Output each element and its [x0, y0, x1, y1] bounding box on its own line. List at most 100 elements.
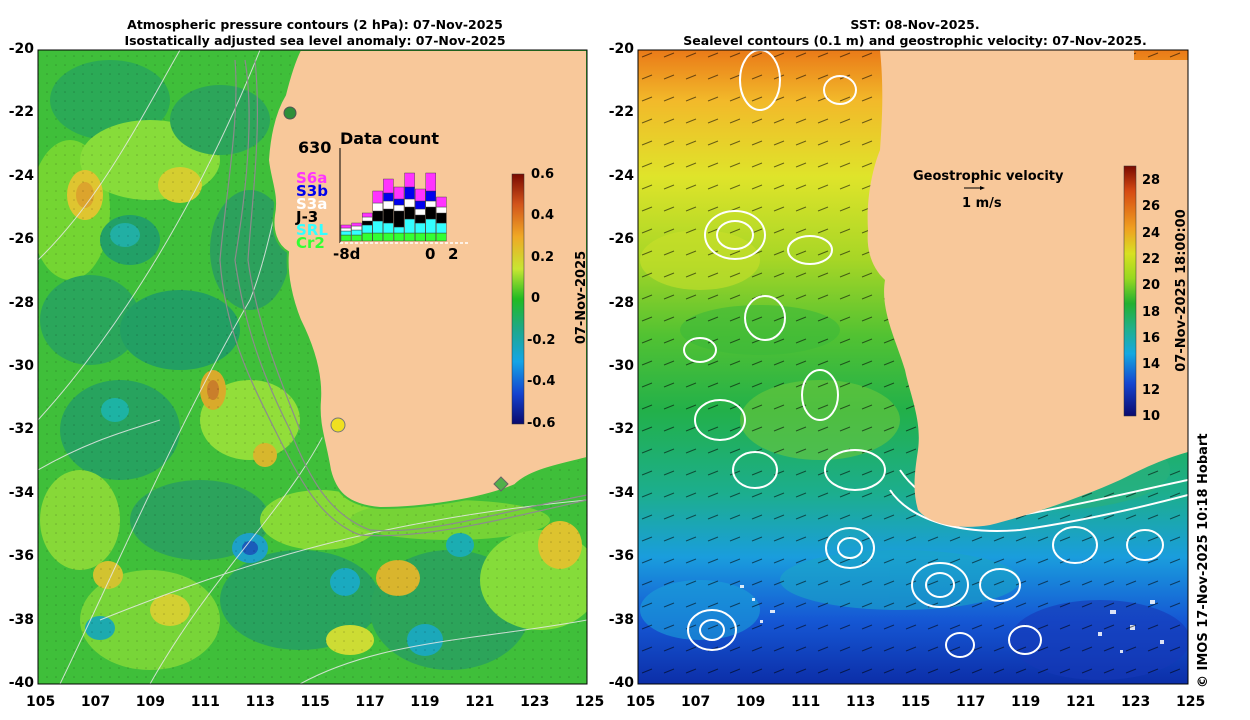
x-tick-label: 123 — [520, 694, 550, 710]
histogram-bar-segment — [393, 210, 405, 228]
y-tick-label: -40 — [8, 675, 34, 691]
inset-x-zero: 0 — [425, 245, 436, 263]
y-tick-label: -32 — [608, 421, 634, 438]
inset-max-count: 630 — [298, 138, 332, 157]
sla-cb-tick: 0 — [531, 291, 541, 306]
sat-legend-srl: SRL — [296, 221, 328, 239]
histogram-bar-segment — [393, 232, 405, 242]
histogram-bar-segment — [351, 225, 362, 231]
sst-colorbar — [1123, 165, 1137, 417]
histogram-bar-segment — [415, 222, 426, 234]
velocity-legend-scale: 1 m/s — [962, 196, 1002, 211]
histogram-bar-segment — [372, 232, 383, 242]
data-count-bars — [340, 172, 447, 242]
histogram-bar-segment — [436, 196, 447, 208]
histogram-bar-segment — [404, 186, 415, 200]
histogram-bar-segment — [351, 234, 362, 242]
sla-cb-tick: -0.6 — [527, 416, 556, 431]
histogram-bar-segment — [415, 188, 426, 202]
histogram-bar-segment — [393, 226, 405, 234]
sst-cb-tick: 26 — [1142, 199, 1161, 214]
x-tick-label: 117 — [956, 694, 986, 710]
y-tick-label: -32 — [8, 421, 34, 438]
histogram-bar-segment — [362, 212, 373, 218]
inset-x-left: -8d — [333, 245, 361, 263]
sat-legend-s3b: S3b — [296, 182, 328, 200]
histogram-bar-segment — [393, 204, 405, 212]
y-tick-label: -34 — [8, 484, 34, 501]
histogram-bar-segment — [372, 220, 383, 234]
sla-cb-tick: 0.6 — [531, 167, 555, 182]
y-tick-label: -24 — [8, 167, 34, 184]
right-title-line1: SST: 08-Nov-2025. — [850, 17, 980, 32]
sla-cb-tick: -0.4 — [527, 374, 556, 389]
velocity-legend-title: Geostrophic velocity — [913, 169, 1064, 184]
inset-x-right: 2 — [448, 245, 459, 263]
histogram-bar-segment — [383, 232, 394, 242]
sst-cb-tick: 16 — [1142, 331, 1161, 346]
sat-legend-j3: J-3 — [296, 208, 319, 226]
histogram-bar-segment — [415, 232, 426, 242]
left-map[interactable] — [30, 50, 600, 684]
y-tick-label: -20 — [8, 41, 34, 57]
x-tick-label: 125 — [575, 694, 605, 710]
sst-cb-tick: 12 — [1142, 383, 1161, 398]
histogram-bar-segment — [340, 230, 352, 236]
sst-cb-tick: 28 — [1142, 173, 1161, 188]
right-title-line2: Sealevel contours (0.1 m) and geostrophi… — [683, 33, 1147, 48]
histogram-bar-segment — [372, 202, 383, 212]
histogram-bar-segment — [372, 190, 383, 204]
x-tick-label: 117 — [355, 694, 385, 710]
right-map[interactable] — [638, 50, 1190, 684]
y-tick-label: -22 — [608, 104, 634, 121]
histogram-bar-segment — [404, 198, 415, 208]
x-tick-label: 121 — [465, 694, 495, 710]
sst-cb-tick: 24 — [1142, 226, 1161, 241]
histogram-bar-segment — [404, 232, 415, 242]
tide-gauge-marker[interactable] — [493, 476, 509, 492]
data-count-inset — [339, 148, 470, 244]
x-tick-label: 113 — [245, 694, 275, 710]
x-tick-label: 107 — [681, 694, 711, 710]
y-tick-label: -40 — [608, 675, 634, 691]
histogram-bar-segment — [362, 224, 373, 234]
histogram-bar-segment — [340, 224, 352, 229]
x-tick-label: 119 — [1011, 694, 1041, 710]
x-tick-label: 109 — [135, 694, 166, 710]
histogram-bar-segment — [404, 172, 415, 188]
histogram-bar-segment — [436, 222, 447, 234]
tide-gauge-marker[interactable] — [283, 106, 297, 120]
y-tick-label: -38 — [608, 611, 634, 628]
histogram-bar-segment — [393, 198, 405, 206]
left-title-line1: Atmospheric pressure contours (2 hPa): 0… — [127, 17, 503, 32]
histogram-bar-segment — [383, 208, 394, 224]
y-tick-label: -26 — [608, 231, 634, 248]
histogram-bar-segment — [383, 222, 394, 234]
histogram-bar-segment — [351, 222, 362, 227]
sla-colorbar-label: 07-Nov-2025 — [574, 250, 590, 345]
histogram-bar-segment — [425, 218, 436, 234]
y-tick-label: -30 — [608, 358, 634, 374]
sat-legend-s3a: S3a — [296, 195, 328, 213]
histogram-bar-segment — [362, 216, 373, 222]
histogram-bar-segment — [404, 218, 415, 234]
y-tick-label: -28 — [608, 294, 634, 311]
sla-cb-tick: 0.4 — [531, 208, 555, 223]
histogram-bar-segment — [351, 229, 362, 236]
histogram-bar-segment — [415, 200, 426, 210]
bathymetry-contours — [219, 59, 587, 537]
histogram-bar-segment — [425, 190, 436, 202]
y-tick-label: -38 — [8, 611, 34, 628]
left-map-title: Atmospheric pressure contours (2 hPa): 0… — [40, 17, 590, 49]
histogram-bar-segment — [372, 210, 383, 222]
y-tick-label: -22 — [8, 104, 34, 121]
histogram-bar-segment — [425, 206, 436, 220]
sst-cb-tick: 20 — [1142, 278, 1161, 293]
right-map-title: SST: 08-Nov-2025. Sealevel contours (0.1… — [640, 17, 1190, 49]
sst-cb-tick: 18 — [1142, 305, 1161, 320]
sla-cb-tick: -0.2 — [527, 333, 556, 348]
tide-gauge-marker[interactable] — [330, 417, 346, 433]
y-tick-label: -26 — [8, 231, 34, 248]
histogram-bar-segment — [415, 208, 426, 216]
